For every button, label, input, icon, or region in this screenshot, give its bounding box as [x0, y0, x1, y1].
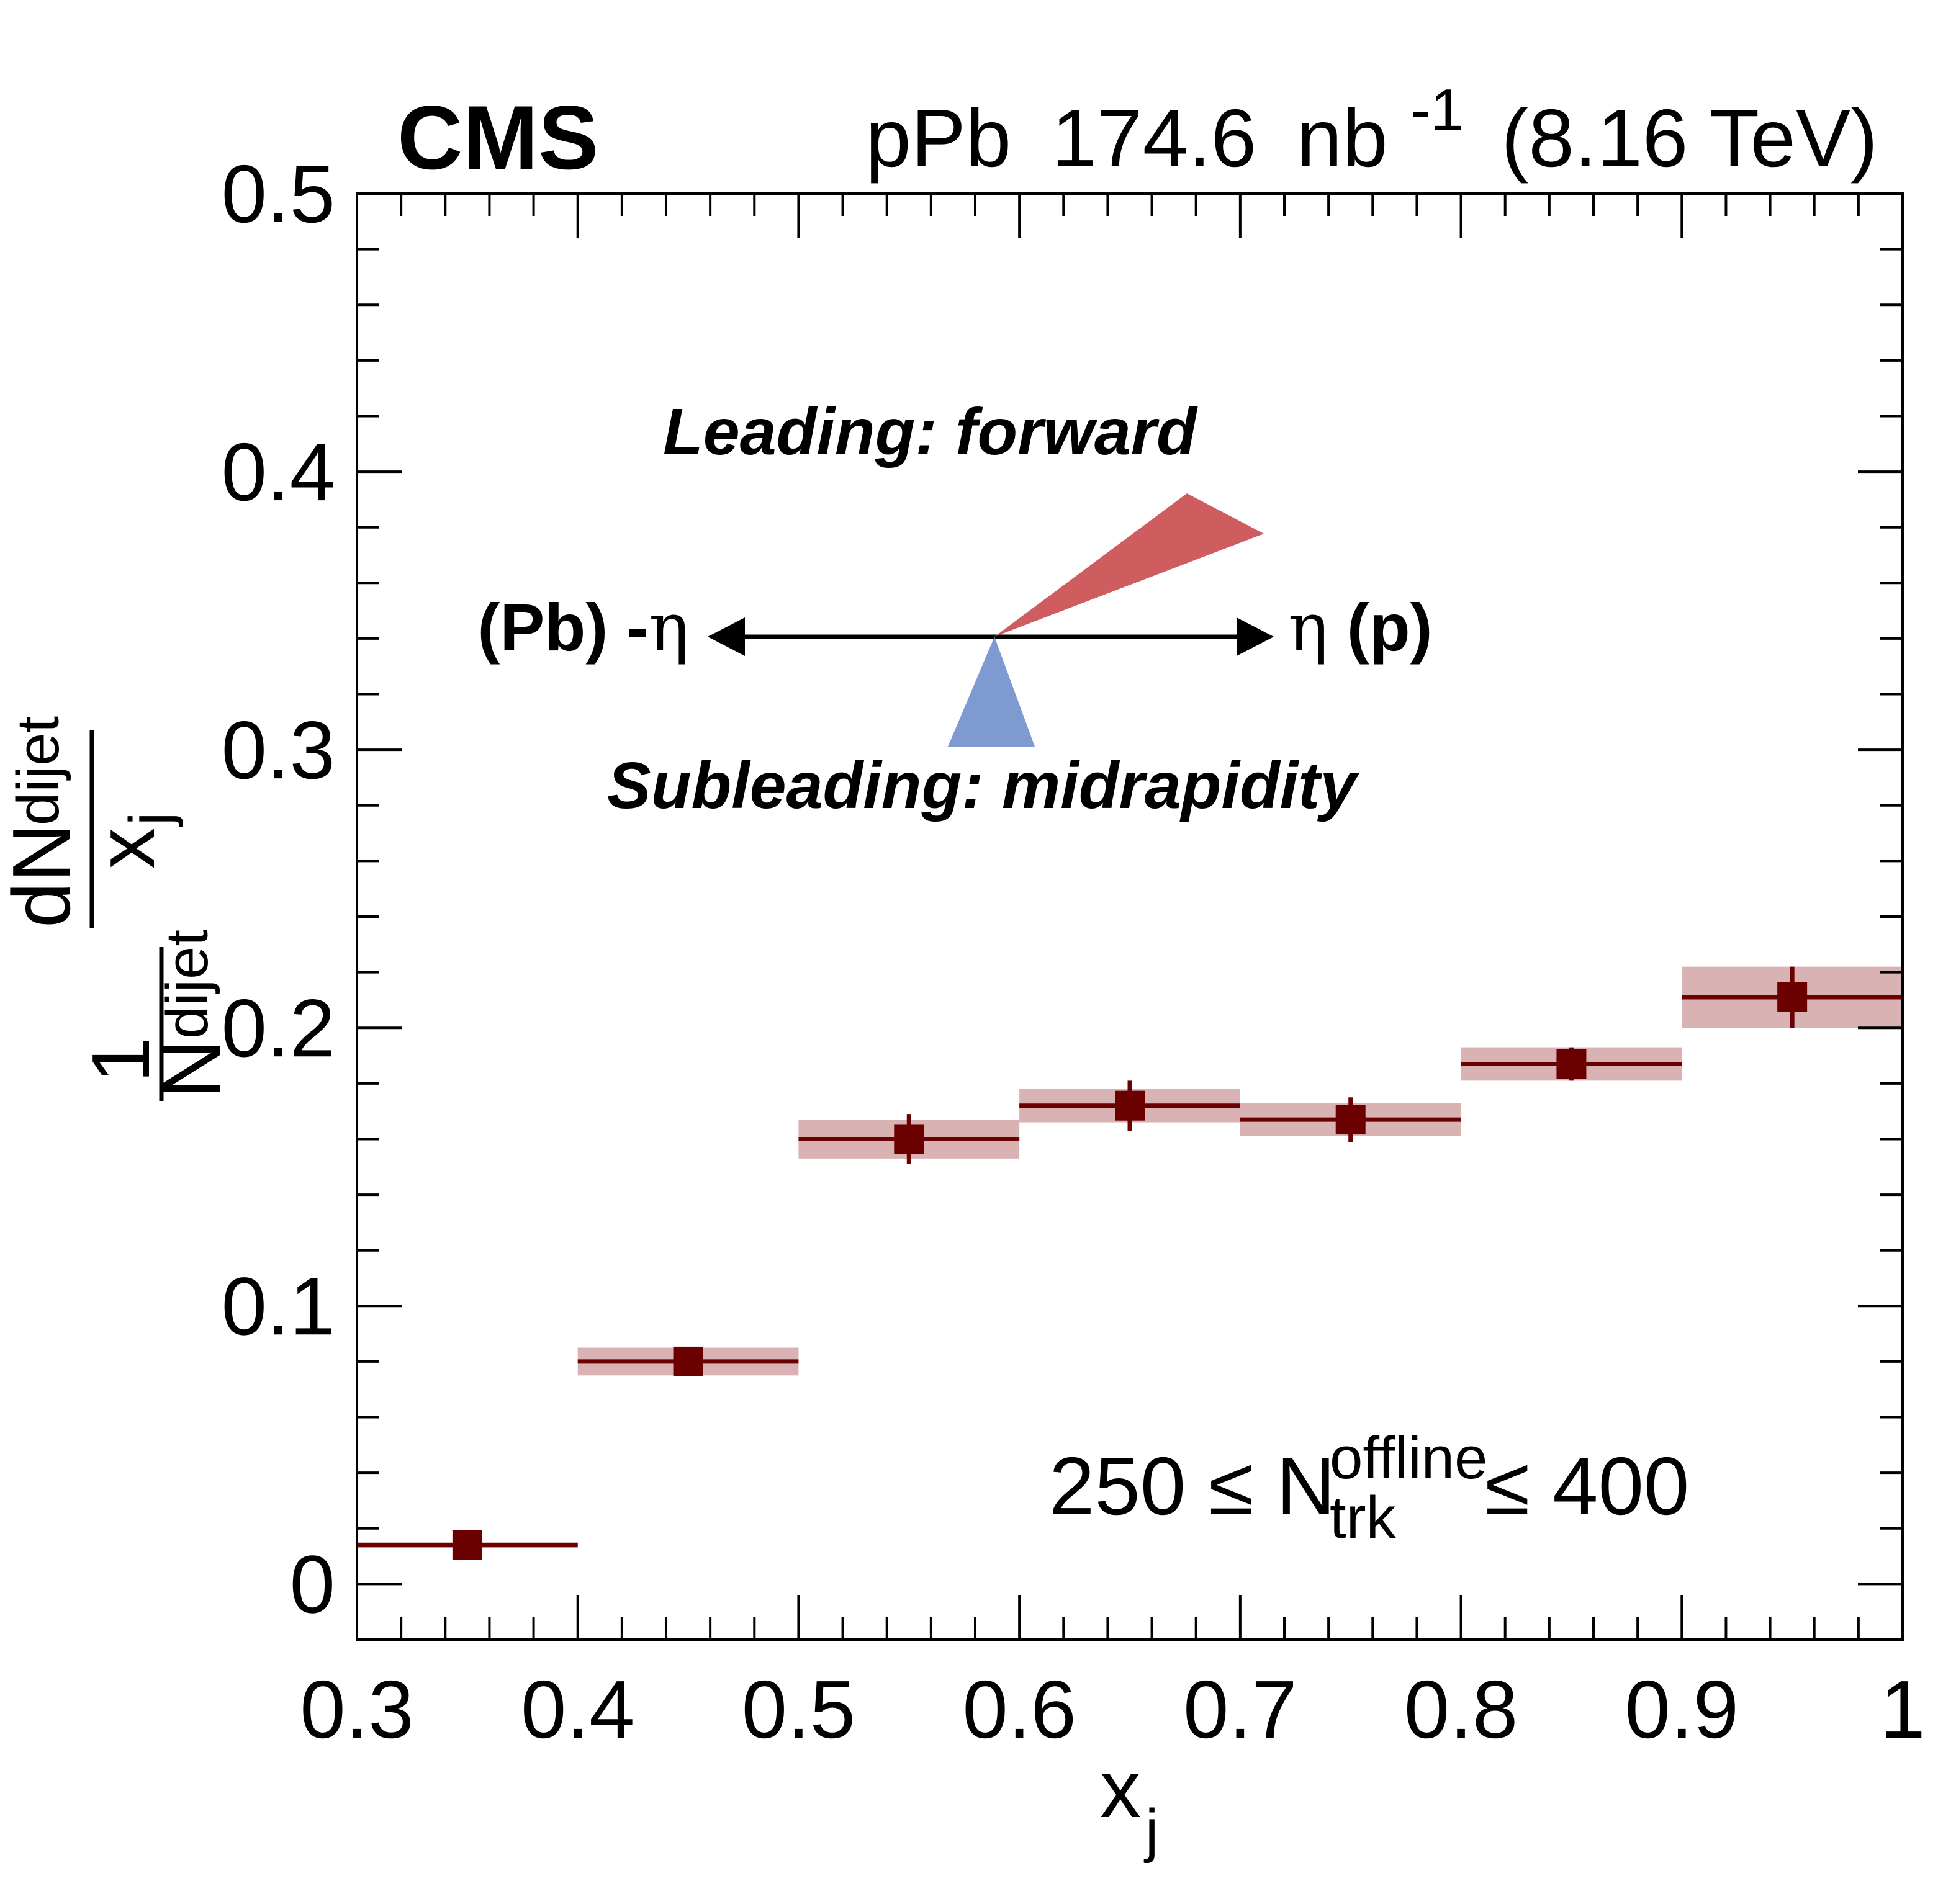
right-arrow-head	[1237, 617, 1274, 656]
x-tick-label-1: 0.4	[521, 1664, 635, 1755]
data-point-5	[1556, 1049, 1587, 1079]
energy-label: (8.16 TeV)	[1501, 92, 1878, 184]
y-title-N: N	[146, 1040, 237, 1098]
x-tick-label-5: 0.8	[1404, 1664, 1518, 1755]
y-title-one: 1	[75, 1037, 166, 1082]
system-label: pPb	[865, 92, 1011, 184]
y-title-x-subscript: j	[117, 812, 184, 827]
right-eta-label: η (p)	[1288, 589, 1433, 667]
y-tick-label-4: 0.4	[222, 426, 336, 518]
y-axis-title: 1 N dijet dN dijet x j	[0, 716, 237, 1101]
y-tick-label-2: 0.2	[222, 982, 336, 1074]
y-tick-label-5: 0.5	[222, 148, 336, 240]
selection-subscript: trk	[1330, 1484, 1397, 1551]
eta-symbol: η	[1288, 589, 1328, 667]
multiplicity-selection: 250 ≤ N	[1049, 1440, 1335, 1532]
data-series	[357, 966, 1903, 1560]
selection-suffix: ≤ 400	[1485, 1440, 1689, 1532]
y-title-N-subscript: dijet	[154, 930, 220, 1039]
experiment-label: CMS	[397, 87, 598, 188]
kinematics-diagram: Leading: forward Subleading: midrapidity…	[477, 395, 1432, 822]
data-point-6	[1777, 982, 1808, 1012]
data-point-0	[452, 1530, 482, 1560]
x-tick-label-4: 0.7	[1183, 1664, 1297, 1755]
tick-labels: 0.3 0.4 0.5 0.6 0.7 0.8 0.9 1 0 0.1 0.2 0.3 0.4 0.5	[222, 148, 1926, 1755]
data-point-2	[894, 1124, 924, 1154]
y-tick-label-3: 0.3	[222, 704, 336, 796]
lumi-exponent: -1	[1410, 77, 1463, 143]
data-point-1	[673, 1346, 703, 1376]
x-axis-title: x	[1100, 1743, 1141, 1834]
luminosity-label: pPb 174.6 nb -1 (8.16 TeV)	[865, 56, 1878, 184]
x-tick-label-3: 0.6	[962, 1664, 1076, 1755]
y-title-dN-subscript: dijet	[5, 716, 71, 825]
x-tick-label-7: 1	[1880, 1664, 1925, 1755]
subleading-jet-cone	[948, 637, 1035, 747]
leading-label: Leading: forward	[663, 395, 1198, 469]
x-tick-label-2: 0.5	[742, 1664, 856, 1755]
leading-jet-cone	[994, 493, 1264, 637]
data-point-4	[1335, 1105, 1366, 1135]
data-point-3	[1115, 1090, 1145, 1121]
p-label: (p)	[1328, 590, 1433, 665]
pb-label: (Pb) -	[477, 590, 649, 665]
y-tick-label-0: 0	[290, 1538, 335, 1630]
subleading-label: Subleading: midrapidity	[607, 749, 1359, 822]
minus-eta-symbol: η	[649, 589, 689, 667]
x-tick-label-6: 0.9	[1625, 1664, 1739, 1755]
selection-superscript: offline	[1330, 1425, 1487, 1491]
lumi-unit: nb	[1297, 92, 1388, 184]
left-eta-label: (Pb) -η	[477, 589, 689, 667]
y-title-dN: dN	[0, 823, 87, 928]
y-title-x: x	[80, 828, 171, 869]
y-tick-label-1: 0.1	[222, 1260, 336, 1352]
selection-prefix: 250 ≤ N	[1049, 1440, 1335, 1532]
axis-ticks	[356, 192, 1904, 1641]
lumi-value: 174.6	[1052, 92, 1256, 184]
x-tick-label-0: 0.3	[300, 1664, 414, 1755]
left-arrow-head	[708, 617, 745, 656]
x-axis-title-subscript: j	[1143, 1797, 1158, 1864]
